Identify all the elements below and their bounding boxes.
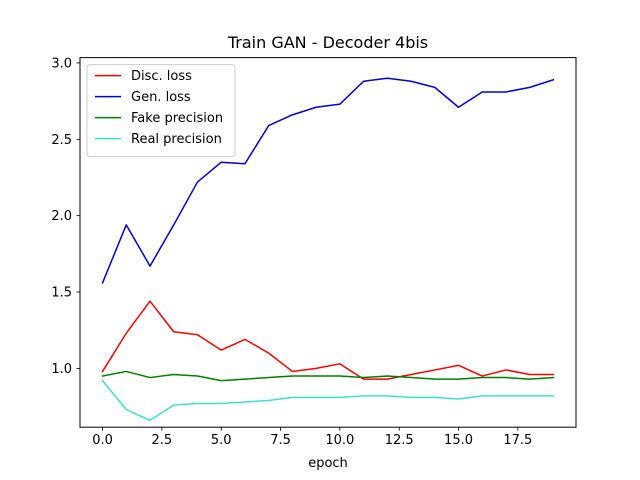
series-line-2 (101, 370, 555, 382)
ticks-layer: 0.0 2.5 5.0 7.5 10.0 12.5 15.0 17.5 1.0 1.5 2.0 2.5… (51, 56, 532, 448)
y-tick-label: 2.0 (51, 209, 72, 224)
series-line-0 (101, 300, 555, 380)
x-tick-label: 10.0 (325, 433, 354, 448)
x-tick-label: 5.0 (211, 433, 232, 448)
legend-label: Real precision (131, 132, 222, 147)
plot-frame (79, 57, 577, 428)
y-tick-label: 1.0 (51, 362, 72, 377)
x-tick-label: 2.5 (152, 433, 173, 448)
x-tick-label: 12.5 (385, 433, 414, 448)
legend: Disc. loss Gen. loss Fake precision Real pr… (86, 64, 236, 158)
x-tick-label: 7.5 (270, 433, 291, 448)
x-tick-label: 17.5 (503, 433, 532, 448)
x-tick-label: 0.0 (92, 433, 113, 448)
y-tick-label: 2.5 (51, 133, 72, 148)
x-tick-label: 15.0 (444, 433, 473, 448)
series-layer (101, 77, 555, 422)
series-line-3 (101, 379, 555, 422)
y-tick-label: 1.5 (51, 286, 72, 301)
y-tick-label: 3.0 (51, 56, 72, 71)
legend-label: Fake precision (131, 111, 223, 126)
legend-label: Disc. loss (131, 69, 192, 84)
chart-title: Train GAN - Decoder 4bis (227, 33, 428, 52)
legend-box (86, 64, 236, 158)
legend-label: Gen. loss (131, 90, 191, 105)
series-line-1 (101, 77, 555, 284)
x-axis-label: epoch (308, 456, 348, 471)
